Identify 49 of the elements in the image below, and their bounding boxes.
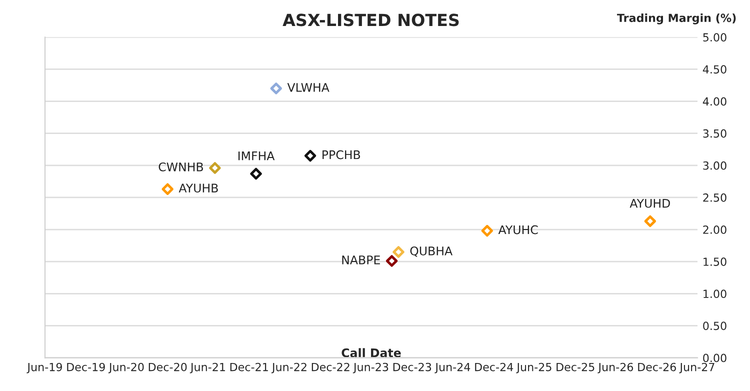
point	[209, 162, 221, 174]
point	[304, 150, 316, 162]
chart-title: ASX-LISTED NOTES	[282, 14, 459, 26]
y-tick-label: 2.00	[703, 225, 726, 234]
y-tick-label: 2.50	[703, 193, 726, 202]
point	[162, 183, 174, 195]
y-tick-label: 1.50	[704, 258, 726, 266]
x-tick-label: Jun-22	[271, 362, 306, 374]
series-label: AYUHC	[498, 225, 538, 234]
x-axis-title: Call Date	[342, 348, 401, 358]
x-tick-label: Dec-22	[312, 362, 350, 372]
series-label: CWNHB	[158, 162, 203, 172]
x-tick-label: Jun-27	[679, 362, 714, 374]
y-axis-title: Trading Margin (%)	[617, 13, 736, 24]
series-label: QUBHA	[410, 246, 452, 257]
y-tick-label: 0.50	[703, 322, 726, 330]
y-tick-label: 4.00	[702, 97, 726, 106]
y-tick-label: 5.00	[703, 33, 726, 42]
y-tick-label: 4.50	[702, 65, 726, 74]
series-label: IMFHA	[238, 152, 275, 160]
y-tick-label: 0.00	[703, 354, 726, 362]
point	[386, 255, 398, 267]
point	[392, 246, 404, 258]
x-tick-label: Jun-23	[352, 362, 388, 374]
x-tick-label: Dec-24	[475, 362, 514, 372]
point	[481, 224, 493, 237]
x-tick-label: Jun-21	[190, 362, 225, 374]
x-tick-label: Dec-23	[393, 362, 432, 372]
x-tick-label: Jun-26	[598, 362, 634, 374]
x-tick-label: Dec-19	[67, 362, 105, 372]
point	[270, 82, 282, 94]
x-tick-label: Jun-24	[434, 362, 470, 374]
series-label: AYUHB	[178, 184, 218, 193]
point	[644, 215, 656, 228]
y-tick-label: 1.00	[704, 290, 726, 298]
series-label: VLWHA	[287, 83, 330, 92]
series-label: PPCHB	[322, 150, 360, 160]
series-label: AYUHD	[630, 199, 670, 208]
x-tick-label: Dec-20	[148, 362, 187, 372]
x-tick-label: Dec-21	[230, 362, 268, 372]
x-tick-label: Dec-26	[638, 362, 676, 372]
point	[250, 168, 262, 180]
x-tick-label: Dec-25	[556, 362, 594, 372]
x-tick-label: Jun-20	[108, 362, 144, 374]
x-tick-label: Jun-19	[26, 362, 62, 374]
x-tick-label: Jun-25	[516, 362, 552, 374]
y-tick-label: 3.00	[703, 161, 726, 170]
series-label: NABPE	[342, 256, 380, 264]
y-tick-label: 3.50	[703, 129, 726, 138]
